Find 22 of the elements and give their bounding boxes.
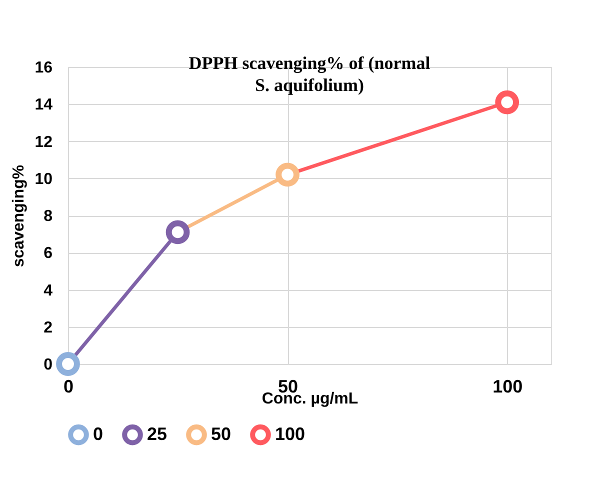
y-tick-label: 12: [34, 134, 53, 151]
y-tick-label: 4: [44, 282, 53, 300]
point: [276, 162, 300, 187]
point: [495, 90, 520, 114]
y-tick-label: 10: [34, 170, 53, 188]
point: [56, 352, 80, 376]
y-tick-label: 16: [34, 60, 53, 76]
y-tick-label: 8: [44, 208, 53, 225]
x-tick-label: 0: [63, 376, 74, 396]
y-tick-label: 6: [44, 245, 53, 262]
chart-title: DPPH scavenging% of (normal S. aquifolium): [188, 53, 430, 95]
x-tick-label: 100: [492, 376, 523, 396]
y-tick-label: 0: [44, 356, 53, 374]
y-tick-label: 14: [34, 96, 53, 114]
legend-label: 50: [211, 424, 232, 444]
y-axis-title: scavenging%: [10, 164, 28, 268]
legend-label: 100: [275, 424, 306, 444]
y-tick-label: 2: [44, 319, 53, 336]
legend-label: 25: [147, 424, 168, 444]
legend-label: 0: [93, 424, 104, 444]
point: [166, 220, 190, 244]
x-axis-title: Conc. µg/mL: [262, 390, 358, 408]
